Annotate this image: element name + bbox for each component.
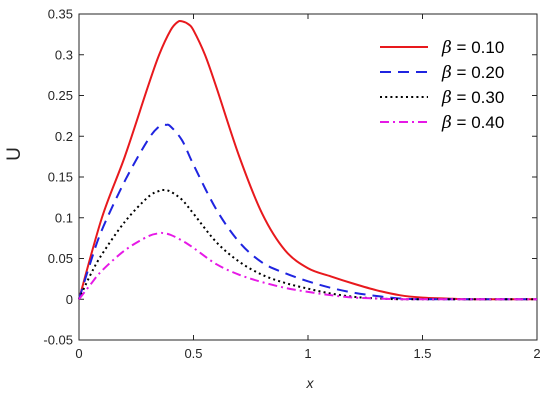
series-line-2 (78, 123, 537, 301)
x-tick-label: 1.5 (413, 346, 431, 361)
legend-entry-2: β = 0.20 (441, 63, 504, 83)
x-tick-label: 1 (304, 346, 311, 361)
y-tick-label: 0.15 (48, 170, 73, 185)
y-tick-label: 0 (66, 292, 73, 307)
y-tick-label: 0.1 (55, 210, 73, 225)
y-tick-label: -0.05 (43, 333, 73, 348)
y-tick-label: 0.05 (48, 251, 73, 266)
legend-symbol: β (441, 38, 452, 58)
legend-entry-3: β = 0.30 (441, 88, 504, 108)
legend: β = 0.10β = 0.20β = 0.30β = 0.40 (380, 38, 504, 133)
legend-symbol: β (441, 113, 452, 133)
legend-entry-4: β = 0.40 (441, 113, 504, 133)
x-axis-label: x (306, 375, 315, 391)
y-axis-label: U (4, 147, 25, 161)
legend-value: = 0.40 (452, 113, 504, 132)
y-tick-label: 0.35 (48, 7, 73, 22)
legend-value: = 0.30 (452, 88, 504, 107)
series-line-3 (78, 188, 537, 301)
series-line-1 (78, 20, 537, 301)
series-layer (78, 20, 537, 301)
legend-symbol: β (441, 63, 452, 83)
legend-entry-1: β = 0.10 (441, 38, 504, 58)
legend-value: = 0.10 (452, 38, 504, 57)
legend-value: = 0.20 (452, 63, 504, 82)
x-tick-label: 0 (75, 346, 82, 361)
y-tick-label: 0.3 (55, 47, 73, 62)
legend-symbol: β (441, 88, 452, 108)
x-tick-label: 2 (533, 346, 540, 361)
y-tick-label: 0.25 (48, 88, 73, 103)
y-tick-label: 0.2 (55, 129, 73, 144)
series-line-4 (78, 231, 537, 301)
x-tick-label: 0.5 (184, 346, 202, 361)
